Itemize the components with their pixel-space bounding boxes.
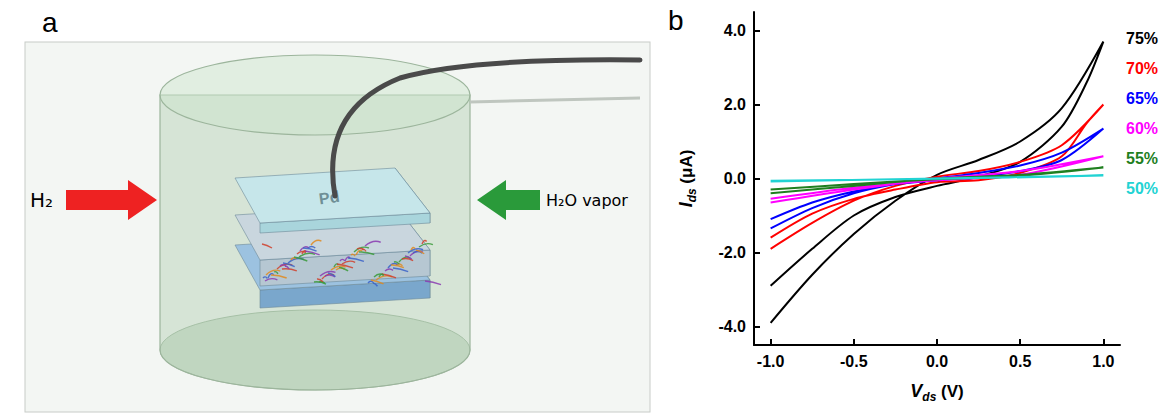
svg-text:Pd: Pd xyxy=(318,188,341,208)
svg-text:1.0: 1.0 xyxy=(1092,353,1114,370)
svg-text:(V): (V) xyxy=(936,382,963,401)
svg-text:0.0: 0.0 xyxy=(724,170,746,187)
svg-text:a: a xyxy=(42,7,58,38)
svg-text:b: b xyxy=(668,5,684,36)
svg-text:(μA): (μA) xyxy=(677,150,696,189)
svg-text:55%: 55% xyxy=(1126,150,1158,167)
svg-text:-4.0: -4.0 xyxy=(718,318,746,335)
svg-text:4.0: 4.0 xyxy=(724,22,746,39)
svg-text:V: V xyxy=(910,381,923,401)
svg-text:70%: 70% xyxy=(1126,60,1158,77)
svg-text:I: I xyxy=(676,202,696,208)
svg-text:-1.0: -1.0 xyxy=(757,353,785,370)
svg-text:65%: 65% xyxy=(1126,90,1158,107)
svg-text:H₂O vapor: H₂O vapor xyxy=(546,191,628,210)
svg-text:2.0: 2.0 xyxy=(724,96,746,113)
svg-text:H₂: H₂ xyxy=(30,188,53,212)
svg-text:50%: 50% xyxy=(1126,180,1158,197)
svg-text:60%: 60% xyxy=(1126,120,1158,137)
svg-text:ds: ds xyxy=(685,188,699,202)
svg-text:0.5: 0.5 xyxy=(1009,353,1031,370)
svg-text:-0.5: -0.5 xyxy=(840,353,868,370)
svg-text:75%: 75% xyxy=(1126,30,1158,47)
svg-text:0.0: 0.0 xyxy=(926,353,948,370)
svg-text:ds: ds xyxy=(922,390,936,404)
svg-text:-2.0: -2.0 xyxy=(718,244,746,261)
